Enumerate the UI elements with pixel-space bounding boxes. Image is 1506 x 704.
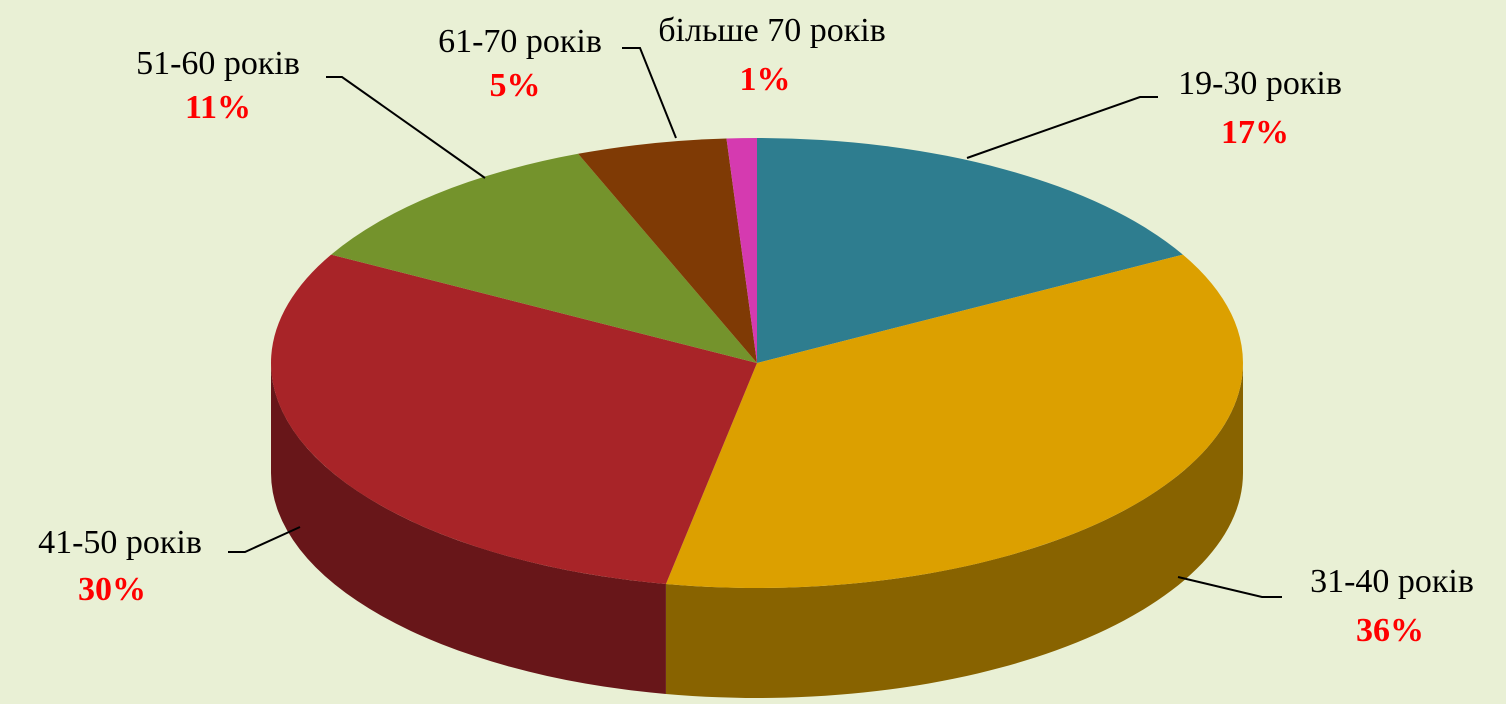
value-label: 1% — [740, 61, 791, 98]
leader-line — [966, 96, 1158, 159]
leader-line — [1177, 576, 1282, 598]
value-label: 17% — [1221, 114, 1289, 151]
slice — [270, 254, 757, 585]
slice — [578, 138, 757, 363]
value-label: 5% — [490, 67, 541, 104]
slice — [726, 138, 757, 363]
slice-label: 31-40 років — [1310, 563, 1474, 600]
value-label: 11% — [185, 89, 251, 126]
slice-label: 41-50 років — [38, 524, 202, 561]
slice-side — [271, 363, 666, 695]
value-label: 36% — [1356, 612, 1424, 649]
leader-line — [326, 76, 486, 179]
slice-label: більше 70 років — [658, 12, 886, 49]
slice-label: 19-30 років — [1178, 65, 1342, 102]
slice — [757, 138, 1183, 363]
slice-side — [665, 363, 1243, 698]
leader-line — [228, 526, 301, 553]
leader-line — [622, 47, 677, 139]
slice — [331, 153, 757, 363]
value-label: 30% — [78, 571, 146, 608]
slice — [665, 254, 1243, 589]
slice-label: 51-60 років — [136, 45, 300, 82]
slice-label: 61-70 років — [438, 23, 602, 60]
